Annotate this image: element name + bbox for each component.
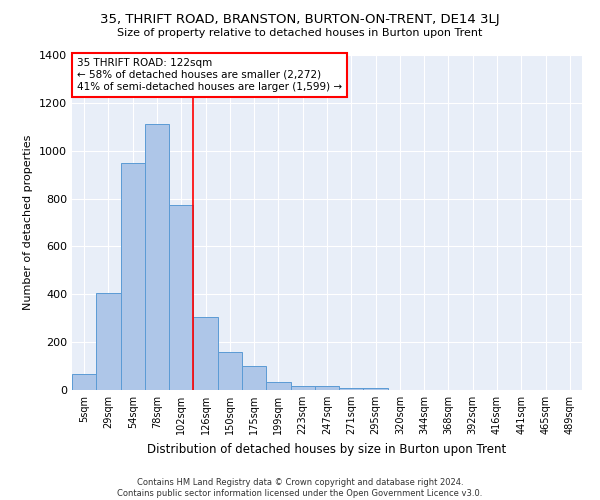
Bar	[266, 382, 290, 390]
Text: 35 THRIFT ROAD: 122sqm
← 58% of detached houses are smaller (2,272)
41% of semi-: 35 THRIFT ROAD: 122sqm ← 58% of detached…	[77, 58, 342, 92]
Bar	[290, 386, 315, 390]
Bar	[193, 317, 218, 390]
Bar	[315, 386, 339, 390]
Text: 35, THRIFT ROAD, BRANSTON, BURTON-ON-TRENT, DE14 3LJ: 35, THRIFT ROAD, BRANSTON, BURTON-ON-TRE…	[100, 12, 500, 26]
Bar	[169, 204, 193, 390]
Bar	[121, 162, 145, 390]
Bar	[145, 124, 169, 390]
Y-axis label: Number of detached properties: Number of detached properties	[23, 135, 34, 310]
Bar	[218, 352, 242, 390]
Bar	[96, 293, 121, 390]
Bar	[242, 366, 266, 390]
Text: Size of property relative to detached houses in Burton upon Trent: Size of property relative to detached ho…	[118, 28, 482, 38]
Bar	[364, 388, 388, 390]
Bar	[72, 374, 96, 390]
Bar	[339, 388, 364, 390]
Text: Contains HM Land Registry data © Crown copyright and database right 2024.
Contai: Contains HM Land Registry data © Crown c…	[118, 478, 482, 498]
X-axis label: Distribution of detached houses by size in Burton upon Trent: Distribution of detached houses by size …	[148, 442, 506, 456]
